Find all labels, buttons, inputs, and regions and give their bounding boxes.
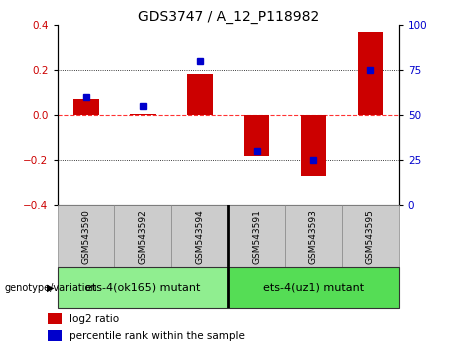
Bar (301, 115, 326, 176)
Text: GSM543591: GSM543591 (252, 209, 261, 264)
Text: GSM543592: GSM543592 (138, 209, 148, 264)
Text: GSM543590: GSM543590 (82, 209, 90, 264)
Text: percentile rank within the sample: percentile rank within the sample (69, 331, 245, 341)
Bar (73, 99, 99, 115)
Text: ets-4(ok165) mutant: ets-4(ok165) mutant (85, 282, 201, 293)
Bar (114, 205, 171, 267)
Bar (187, 74, 213, 115)
Text: ets-4(uz1) mutant: ets-4(uz1) mutant (263, 282, 364, 293)
Bar (58, 205, 114, 267)
Bar (228, 205, 285, 267)
Bar (285, 205, 342, 267)
Bar (244, 115, 269, 156)
Bar (48, 330, 62, 341)
Text: ▶: ▶ (47, 282, 54, 293)
Bar (358, 32, 383, 115)
Title: GDS3747 / A_12_P118982: GDS3747 / A_12_P118982 (137, 10, 319, 24)
Bar (342, 205, 399, 267)
Bar (48, 313, 62, 324)
Text: GSM543594: GSM543594 (195, 209, 204, 264)
Bar (130, 114, 156, 115)
Text: GSM543593: GSM543593 (309, 209, 318, 264)
Text: log2 ratio: log2 ratio (69, 314, 119, 324)
Bar (171, 205, 228, 267)
Bar (228, 267, 399, 308)
Bar (58, 267, 228, 308)
Text: GSM543595: GSM543595 (366, 209, 375, 264)
Text: genotype/variation: genotype/variation (5, 282, 97, 293)
